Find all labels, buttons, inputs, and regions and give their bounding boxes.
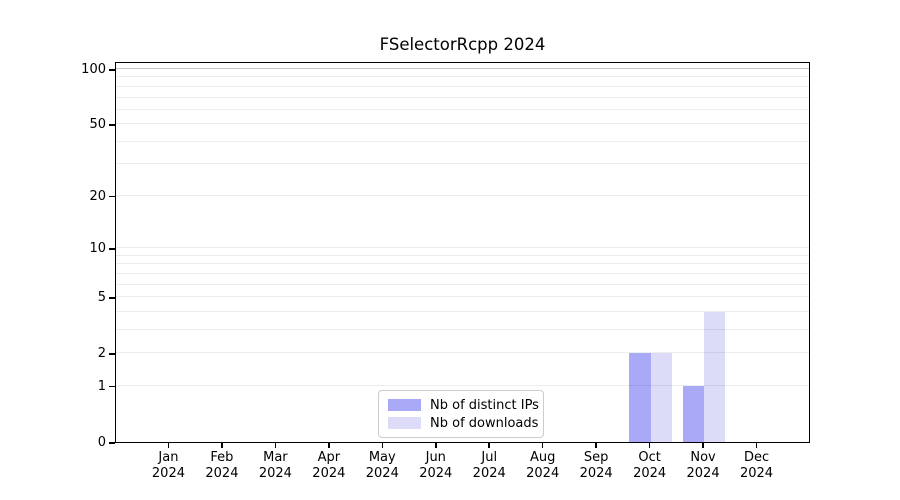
legend-label: Nb of downloads [430, 415, 539, 431]
gridline [116, 163, 809, 165]
x-tick-year: 2024 [312, 465, 346, 481]
x-tick [755, 443, 758, 448]
gridline [116, 96, 809, 98]
x-tick [702, 443, 704, 448]
y-tick [109, 297, 115, 299]
x-tick-month: Mar [263, 450, 288, 465]
x-tick-year: 2024 [258, 465, 292, 481]
bar-nb-of-downloads-nov [704, 311, 726, 442]
x-tick-label: Nov 2024 [671, 450, 735, 481]
x-tick-label: Jan 2024 [136, 450, 200, 481]
chart-title: FSelectorRcpp 2024 [379, 35, 546, 54]
gridline [116, 272, 809, 274]
x-tick-month: Sep [583, 450, 609, 465]
y-tick-label: 50 [89, 117, 106, 133]
x-tick-year: 2024 [739, 465, 774, 481]
legend-label: Nb of distinct IPs [430, 397, 539, 413]
x-tick-month: Jun [425, 450, 446, 465]
y-tick-label: 10 [89, 241, 106, 257]
x-tick-label: Aug 2024 [511, 450, 575, 481]
y-tick-label: 1 [97, 378, 106, 394]
x-tick-label: Dec 2024 [725, 450, 789, 481]
bar-nb-of-distinct-ips-oct [629, 353, 651, 442]
gridline-emphasized [116, 68, 809, 69]
x-tick [595, 443, 597, 448]
gridline [116, 140, 809, 142]
x-tick-year: 2024 [419, 465, 453, 481]
x-tick-month: Feb [210, 450, 234, 465]
x-tick-month: Oct [638, 450, 661, 465]
gridline [116, 247, 809, 249]
y-tick-label: 2 [97, 346, 106, 362]
plot-area [115, 62, 810, 443]
x-tick-label: May 2024 [350, 450, 414, 481]
gridline [116, 194, 809, 196]
x-tick-year: 2024 [205, 465, 239, 481]
legend-swatch [388, 399, 421, 411]
y-tick-label: 100 [81, 62, 106, 77]
bar-nb-of-distinct-ips-nov [682, 385, 705, 442]
gridline [116, 283, 809, 285]
x-tick-month: Jan [158, 450, 179, 465]
x-tick-year: 2024 [526, 465, 560, 481]
x-tick-month: Apr [317, 450, 341, 465]
x-tick-month: Aug [529, 450, 556, 465]
gridline [116, 328, 809, 330]
x-tick [274, 443, 277, 448]
gridline [116, 296, 809, 298]
y-tick [109, 248, 115, 250]
x-tick-label: Sep 2024 [564, 450, 628, 481]
x-tick [541, 443, 544, 448]
y-tick [109, 442, 115, 444]
legend-item: Nb of downloads [388, 416, 538, 431]
x-tick-year: 2024 [579, 465, 613, 481]
y-tick [109, 69, 115, 71]
x-tick [167, 443, 170, 448]
y-tick [109, 353, 115, 355]
x-tick-label: Jun 2024 [404, 450, 468, 481]
y-tick-label: 5 [97, 290, 106, 306]
legend-item: Nb of distinct IPs [388, 398, 539, 413]
gridline [116, 123, 809, 125]
legend-swatch [388, 417, 421, 429]
x-tick [221, 443, 223, 448]
y-tick-label: 0 [97, 435, 106, 450]
x-tick-label: Apr 2024 [297, 450, 361, 481]
x-tick-year: 2024 [151, 465, 185, 481]
x-tick-month: Jul [481, 450, 498, 465]
x-tick-year: 2024 [686, 465, 720, 481]
gridline [116, 310, 809, 312]
x-tick [488, 443, 490, 448]
x-tick [381, 443, 384, 448]
y-tick [109, 124, 115, 126]
gridline [116, 108, 809, 110]
y-tick-label: 20 [89, 188, 106, 204]
gridline [116, 263, 809, 265]
x-tick-label: Feb 2024 [190, 450, 254, 481]
x-tick-month: Nov [690, 450, 716, 465]
gridline [116, 254, 809, 256]
legend: Nb of distinct IPs Nb of downloads [378, 390, 544, 438]
y-tick [109, 195, 115, 198]
gridline [116, 85, 809, 87]
bar-nb-of-downloads-oct [650, 353, 672, 442]
gridline [116, 76, 809, 78]
y-tick [109, 385, 115, 388]
x-tick [648, 443, 651, 448]
x-tick-year: 2024 [365, 465, 399, 481]
x-tick [435, 443, 437, 448]
x-tick-year: 2024 [472, 465, 506, 481]
x-tick-label: Oct 2024 [618, 450, 682, 481]
x-tick [328, 443, 330, 448]
gridline [116, 384, 809, 386]
x-tick-label: Jul 2024 [457, 450, 521, 481]
gridline [116, 352, 809, 354]
x-tick-month: May [368, 450, 396, 465]
x-tick-month: Dec [743, 450, 770, 465]
x-tick-year: 2024 [633, 465, 667, 481]
x-tick-label: Mar 2024 [243, 450, 307, 481]
